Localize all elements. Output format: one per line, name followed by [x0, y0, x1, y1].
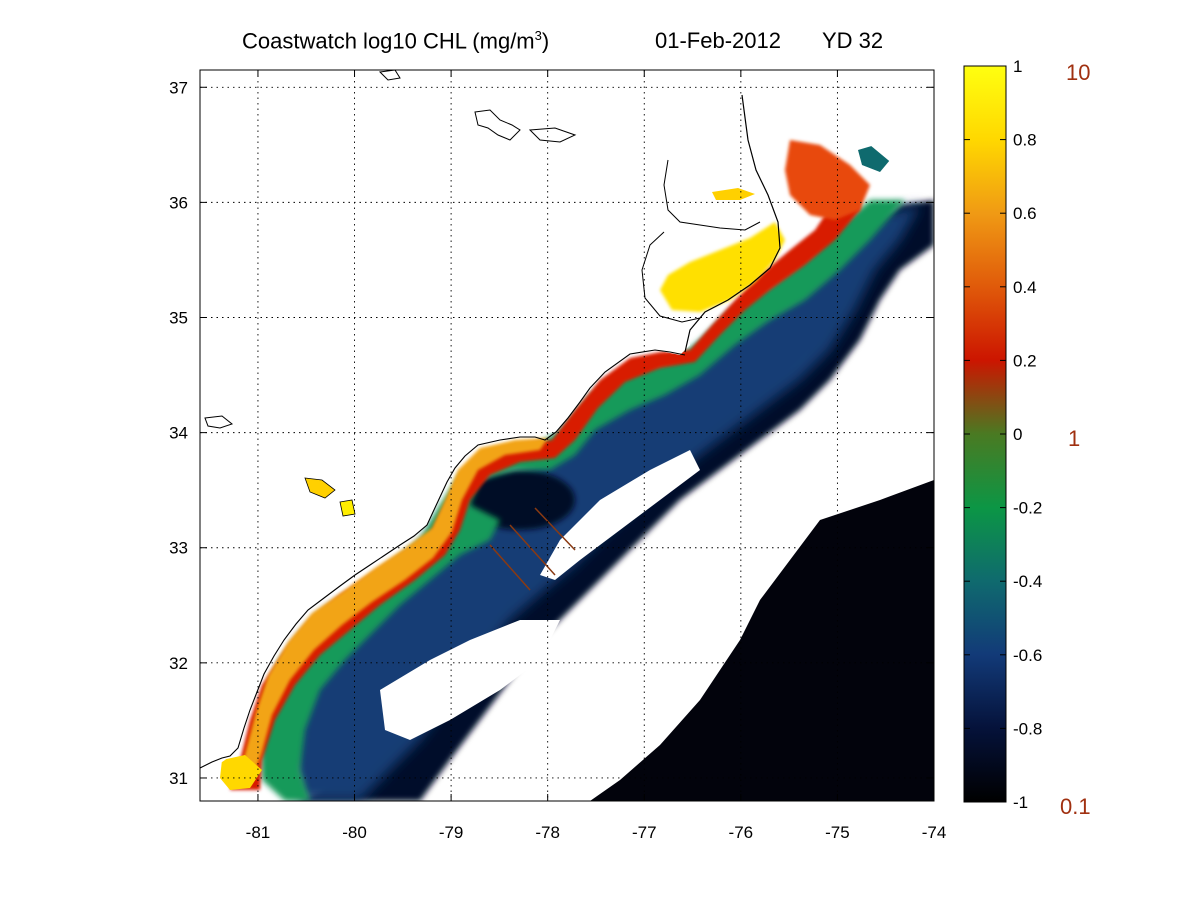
- transect-line-3: [534, 507, 576, 551]
- lat-tick-label: 31: [169, 769, 188, 788]
- date-label: 01-Feb-2012: [655, 28, 781, 53]
- lon-tick-label: -80: [342, 823, 367, 842]
- lat-tick-label: 37: [169, 78, 188, 97]
- inland-water-2: [528, 127, 577, 143]
- inland-lake-yellow: [304, 477, 336, 499]
- inland-water-1: [474, 109, 521, 141]
- lon-tick-label: -78: [535, 823, 560, 842]
- map-plot-area: [200, 70, 934, 801]
- map-title: Coastwatch log10 CHL (mg/m3): [242, 28, 549, 54]
- colorbar-tick-label: 0.6: [1013, 204, 1037, 223]
- pamlico-sound: [660, 222, 785, 312]
- albemarle-yellow-patch: [712, 188, 755, 200]
- colorbar-tick-label: 0: [1013, 425, 1022, 444]
- inner-shelf-green: [260, 200, 905, 801]
- conc-label-0-1: 0.1: [1060, 794, 1091, 819]
- coastline: [200, 349, 686, 769]
- transect-line-2: [489, 544, 531, 591]
- cloud-gap-4: [470, 730, 600, 801]
- colorbar-tick-label: 0.2: [1013, 351, 1037, 370]
- southern-yellow-patch: [220, 755, 262, 790]
- lat-tick-label: 32: [169, 654, 188, 673]
- lon-tick-label: -76: [729, 823, 754, 842]
- title-text: Coastwatch log10 CHL (mg/m: [242, 28, 535, 54]
- lon-tick-label: -81: [246, 823, 271, 842]
- northern-teal-patch: [858, 145, 890, 172]
- land-mainland: [200, 70, 934, 775]
- offshore-low-chl-region: [590, 480, 934, 801]
- colorbar-tick-label: -0.2: [1013, 499, 1042, 518]
- title-unit-exponent: 3: [534, 28, 542, 43]
- lon-tick-label: -75: [825, 823, 850, 842]
- conc-label-1: 1: [1068, 426, 1080, 451]
- colorbar-ticks: 1 0.8 0.6 0.4 0.2 0 -0.2 -0.4 -0.6 -0.8 -1: [964, 57, 1042, 812]
- colorbar-tick-label: -0.4: [1013, 572, 1042, 591]
- lon-tick-label: -79: [439, 823, 464, 842]
- transect-line-1: [509, 524, 556, 576]
- lon-tick-label: -77: [632, 823, 657, 842]
- colorbar: 1 0.8 0.6 0.4 0.2 0 -0.2 -0.4 -0.6 -0.8 -1 10 1 0.…: [963, 57, 1091, 819]
- plot-frame: [199, 69, 935, 802]
- colorbar-tick-label: -0.6: [1013, 646, 1042, 665]
- title-close-paren: ): [541, 28, 550, 54]
- lon-tick-label: -74: [922, 823, 947, 842]
- conc-label-10: 10: [1066, 60, 1090, 85]
- dark-eddy: [465, 470, 575, 530]
- colorbar-tick-label: 0.8: [1013, 131, 1037, 150]
- colorbar-tick-label: -1: [1013, 793, 1028, 812]
- lat-tick-label: 34: [169, 424, 188, 443]
- inland-water-3: [378, 70, 401, 81]
- colorbar-tick-label: -0.8: [1013, 719, 1042, 738]
- colorbar-tick-label: 1: [1013, 57, 1022, 76]
- inland-water-4: [204, 415, 234, 429]
- cloud-gap-5: [870, 410, 934, 480]
- outer-banks-islands: [684, 94, 781, 353]
- yearday-label: YD 32: [822, 28, 884, 53]
- inland-lake-yellow-2: [339, 499, 356, 517]
- cloud-gap-2: [600, 490, 800, 640]
- albemarle-coastal-patch: [785, 140, 870, 220]
- lat-tick-label: 36: [169, 193, 188, 212]
- colorbar-tick-label: 0.4: [1013, 278, 1037, 297]
- lat-tick-label: 33: [169, 539, 188, 558]
- cloud-gap-3: [380, 620, 560, 740]
- colorbar-gradient: [963, 65, 1007, 803]
- lat-tick-label: 35: [169, 309, 188, 328]
- axis-ticks: -81 -80 -79 -78 -77 -76 -75 -74 37 36 35 34 33 32 31: [169, 70, 946, 842]
